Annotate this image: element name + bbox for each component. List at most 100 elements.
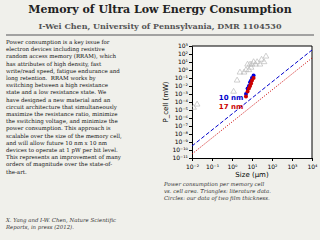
tick: 10⁻¹⁰	[172, 146, 192, 153]
body-text-line: state and a low resistance state. We	[6, 89, 106, 95]
subtitle: I-Wei Chen, University of Pennsylvania, …	[39, 21, 282, 31]
body-text-line: electron devices including resistive	[6, 46, 105, 53]
body-text-line: devices to operate at 1 pW per bit level…	[6, 147, 118, 154]
line-label: 10 nm	[219, 94, 243, 102]
tick-mark	[189, 78, 192, 79]
tick-label: 10⁻⁶	[175, 114, 189, 121]
axis-line	[189, 47, 193, 159]
tick-label: 10⁻²	[186, 163, 200, 170]
frame	[312, 46, 313, 158]
axis-line	[193, 159, 313, 162]
tick-mark	[189, 110, 192, 111]
tick-label: 10⁻⁹	[175, 138, 189, 145]
point	[194, 101, 200, 106]
tick-mark	[189, 86, 192, 87]
tick-label: 10⁰	[227, 163, 238, 170]
tick: 10⁰	[227, 158, 238, 170]
tick-label: 10³	[178, 42, 189, 49]
tick-label: 10⁻¹¹	[172, 154, 188, 161]
tick-label: 10²	[267, 163, 278, 170]
body-text-line: the switching voltage, and minimize the	[6, 118, 118, 125]
caption-line: vs. cell area. Triangles: literature dat…	[164, 188, 271, 195]
plot-background	[192, 46, 312, 158]
tick-mark	[189, 158, 192, 159]
tick-label: 10⁻⁴	[175, 98, 189, 105]
tick: 10²	[178, 50, 192, 57]
body-text-line: switching between a high resistance	[6, 82, 108, 89]
tick: 10⁻⁵	[175, 106, 192, 113]
tick-label: 10⁻⁷	[175, 122, 189, 129]
point	[234, 77, 240, 82]
tick-label: 10¹	[178, 58, 189, 65]
tick: 10³	[178, 42, 192, 49]
tick-mark	[189, 46, 192, 47]
tick: 10²	[267, 158, 278, 170]
tick-mark	[232, 158, 233, 161]
tick-label: 10⁻⁸	[175, 130, 189, 137]
tick-mark	[189, 142, 192, 143]
tick: 10⁻³	[175, 90, 192, 97]
tick: 10⁻¹	[206, 158, 220, 170]
tick-mark	[189, 94, 192, 95]
caption-line: Power consumption per memory cell	[163, 181, 264, 188]
tick-label: 10⁻¹	[175, 74, 189, 81]
point	[261, 59, 267, 64]
tick-label: 10⁻¹	[206, 163, 220, 170]
tick-mark	[272, 158, 273, 161]
tick-label: 10³	[287, 163, 298, 170]
tick: 10⁰	[178, 66, 192, 73]
body-text-line: have designed a new material and an	[6, 97, 111, 104]
frame	[192, 46, 312, 47]
tick-label: 10⁻¹⁰	[172, 146, 188, 153]
tick-mark	[189, 126, 192, 127]
tick-mark	[189, 70, 192, 71]
tick-mark	[312, 158, 313, 161]
tick-label: 10⁻²	[175, 82, 189, 89]
body-text-line: random access memory (RRAM), which	[6, 53, 117, 60]
body-text-line: the-art.	[6, 169, 27, 175]
tick-mark	[189, 134, 192, 135]
body-text-line: long retention. RRAM works by	[6, 75, 97, 82]
tick-mark	[189, 118, 192, 119]
tick-label: 10⁰	[178, 66, 189, 73]
tick-label: 10⁻³	[175, 90, 189, 97]
tick: 10⁻⁶	[175, 114, 192, 121]
tick-mark	[189, 62, 192, 63]
title: Memory of Ultra Low Energy Consumption	[28, 3, 291, 16]
trend-line	[192, 50, 312, 146]
body-text-line: power consumption. This approach is	[6, 125, 111, 132]
tick: 10¹	[178, 58, 192, 65]
y-axis-title: P_cell (mW)	[162, 81, 170, 122]
tick-mark	[189, 102, 192, 103]
tick: 10⁻⁷	[175, 122, 192, 129]
tick: 10⁻⁸	[175, 130, 192, 137]
body-text-line: maximize the resistance ratio, minimize	[6, 111, 117, 117]
tick: 10⁻¹	[175, 74, 192, 81]
body-text-line: circuit architecture that simultaneously	[6, 104, 118, 111]
tick-mark	[252, 158, 253, 161]
caption-line: Circles: our data of two film thickness.	[164, 195, 270, 202]
tick-mark	[292, 158, 293, 161]
body-text-line: This represents an improvement of many	[6, 154, 122, 161]
tick: 10⁴	[307, 158, 318, 170]
point	[252, 76, 256, 80]
body-text-line: write/read speed, fatigue endurance and	[6, 68, 120, 75]
tick-label: 10¹	[247, 163, 258, 170]
point	[244, 94, 248, 98]
tick-mark	[189, 54, 192, 55]
tick: 10⁻⁹	[175, 138, 192, 145]
body-text-line: and will allow future 10 nm x 10 nm	[6, 140, 108, 146]
point	[192, 104, 196, 109]
point	[263, 53, 269, 58]
tick-label: 10⁴	[307, 163, 318, 170]
body-text-line: Power consumption is a key issue for	[6, 39, 110, 46]
tick: 10⁻⁴	[175, 98, 192, 105]
tick: 10³	[287, 158, 298, 170]
poster: Memory of Ultra Low Energy Consumption I-…	[0, 0, 320, 240]
tick-mark	[212, 158, 213, 161]
body-text-line: has attributes of high density, fast	[6, 61, 102, 68]
y-axis: 10⁻¹¹10⁻¹⁰10⁻⁹10⁻⁸10⁻⁷10⁻⁶10⁻⁵10⁻⁴10⁻³10…	[172, 42, 192, 161]
point	[231, 88, 237, 93]
tick: 10⁻²	[175, 82, 192, 89]
tick-label: 10⁻⁵	[175, 106, 189, 113]
